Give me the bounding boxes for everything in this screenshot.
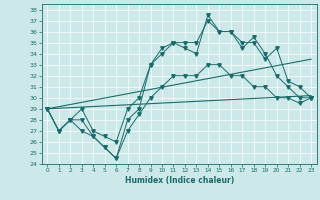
X-axis label: Humidex (Indice chaleur): Humidex (Indice chaleur) — [124, 176, 234, 185]
